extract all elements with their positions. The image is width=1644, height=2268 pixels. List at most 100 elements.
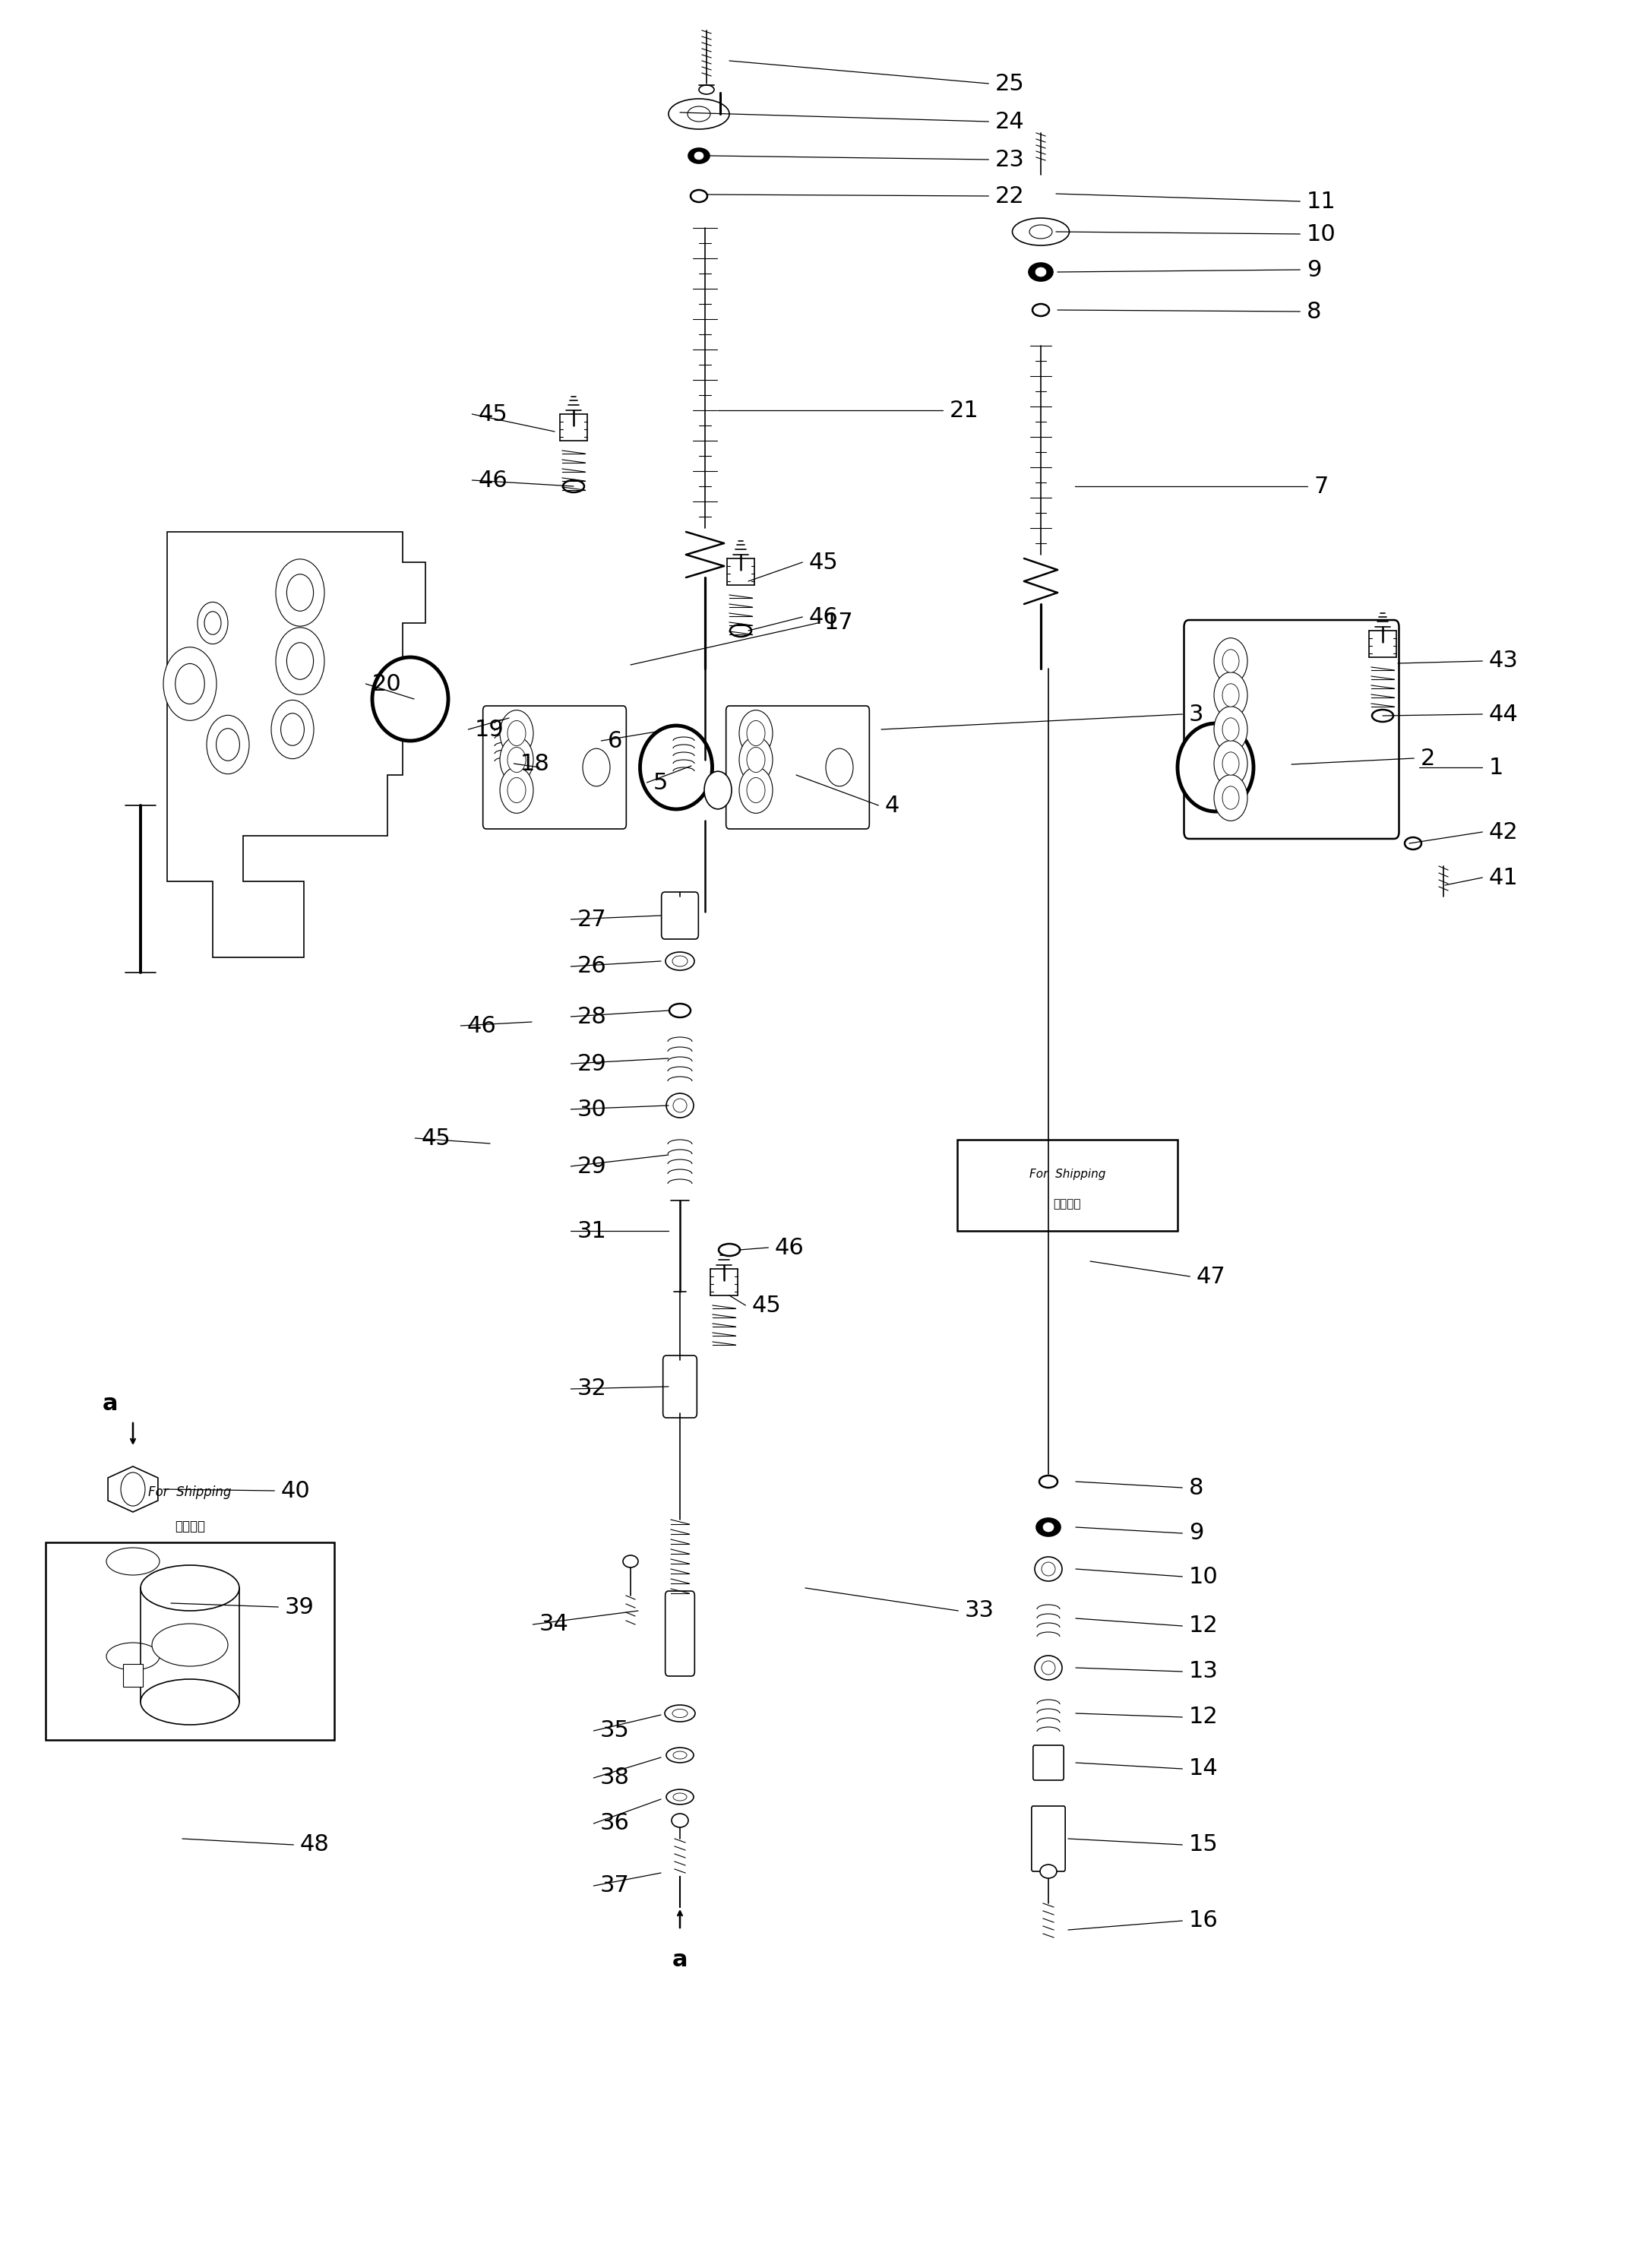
- Text: 48: 48: [301, 1835, 329, 1855]
- Circle shape: [508, 721, 526, 746]
- Text: 33: 33: [965, 1599, 995, 1622]
- Text: 24: 24: [995, 111, 1024, 132]
- Circle shape: [207, 714, 250, 773]
- Circle shape: [1213, 742, 1248, 787]
- Text: 32: 32: [577, 1379, 607, 1399]
- Text: 運搬部品: 運搬部品: [1054, 1198, 1082, 1211]
- Ellipse shape: [694, 152, 704, 159]
- Circle shape: [500, 737, 533, 782]
- Bar: [957, 1141, 1177, 1232]
- FancyBboxPatch shape: [1032, 1746, 1064, 1780]
- Circle shape: [271, 701, 314, 760]
- Text: 18: 18: [521, 753, 551, 776]
- Ellipse shape: [562, 481, 584, 492]
- Ellipse shape: [623, 1556, 638, 1567]
- Ellipse shape: [1032, 304, 1049, 315]
- Ellipse shape: [664, 1706, 695, 1721]
- Circle shape: [746, 778, 764, 803]
- Ellipse shape: [1029, 263, 1052, 281]
- Circle shape: [204, 612, 220, 635]
- Text: 42: 42: [1489, 821, 1519, 844]
- Ellipse shape: [672, 955, 687, 966]
- Text: 37: 37: [600, 1876, 630, 1896]
- Ellipse shape: [1029, 225, 1052, 238]
- Text: 27: 27: [577, 909, 607, 930]
- Ellipse shape: [666, 1789, 694, 1805]
- Ellipse shape: [1041, 1864, 1057, 1878]
- Text: a: a: [102, 1393, 118, 1415]
- Text: 45: 45: [809, 551, 838, 574]
- Text: 11: 11: [1307, 191, 1337, 213]
- Ellipse shape: [372, 658, 449, 742]
- Text: 36: 36: [600, 1812, 630, 1835]
- Text: 43: 43: [1489, 651, 1519, 671]
- Text: For  Shipping: For Shipping: [1029, 1168, 1105, 1179]
- Text: 29: 29: [577, 1052, 607, 1075]
- Text: 10: 10: [1189, 1565, 1218, 1588]
- FancyBboxPatch shape: [663, 1356, 697, 1418]
- Circle shape: [500, 767, 533, 814]
- Text: 8: 8: [1307, 299, 1322, 322]
- Ellipse shape: [672, 1794, 687, 1801]
- Text: 9: 9: [1189, 1522, 1203, 1545]
- Text: 28: 28: [577, 1005, 607, 1027]
- Ellipse shape: [640, 726, 712, 810]
- Text: 2: 2: [1420, 746, 1435, 769]
- Polygon shape: [109, 1467, 158, 1513]
- Text: 9: 9: [1307, 259, 1322, 281]
- FancyBboxPatch shape: [85, 1551, 179, 1662]
- Circle shape: [582, 748, 610, 787]
- Text: 15: 15: [1189, 1835, 1218, 1855]
- Circle shape: [197, 601, 229, 644]
- Text: 13: 13: [1189, 1660, 1218, 1683]
- Text: 7: 7: [1314, 476, 1328, 497]
- Polygon shape: [168, 533, 426, 957]
- Ellipse shape: [1042, 1563, 1055, 1576]
- Ellipse shape: [672, 1098, 687, 1111]
- Circle shape: [740, 737, 773, 782]
- Circle shape: [286, 642, 314, 680]
- Text: 40: 40: [281, 1479, 311, 1501]
- Text: 35: 35: [600, 1719, 630, 1742]
- Circle shape: [740, 710, 773, 755]
- Circle shape: [217, 728, 240, 760]
- Text: For  Shipping: For Shipping: [148, 1486, 232, 1499]
- Ellipse shape: [107, 1642, 159, 1669]
- Circle shape: [281, 712, 304, 746]
- Text: 14: 14: [1189, 1758, 1218, 1780]
- Text: 46: 46: [809, 606, 838, 628]
- Circle shape: [1213, 671, 1248, 719]
- Text: 26: 26: [577, 955, 607, 978]
- Ellipse shape: [140, 1678, 240, 1724]
- Circle shape: [740, 767, 773, 814]
- Ellipse shape: [687, 107, 710, 122]
- Ellipse shape: [1373, 710, 1394, 721]
- Circle shape: [176, 665, 204, 703]
- Circle shape: [276, 628, 324, 694]
- Text: 31: 31: [577, 1220, 607, 1243]
- Circle shape: [1223, 719, 1240, 742]
- Ellipse shape: [140, 1565, 240, 1610]
- Bar: [123, 1665, 143, 1687]
- Text: 44: 44: [1489, 703, 1519, 726]
- Ellipse shape: [1013, 218, 1069, 245]
- FancyBboxPatch shape: [1184, 619, 1399, 839]
- Circle shape: [704, 771, 732, 810]
- Text: 12: 12: [1189, 1615, 1218, 1637]
- Circle shape: [746, 721, 764, 746]
- Ellipse shape: [669, 100, 730, 129]
- Text: 21: 21: [950, 399, 980, 422]
- Text: 39: 39: [284, 1597, 314, 1617]
- Circle shape: [508, 778, 526, 803]
- Ellipse shape: [689, 147, 710, 163]
- FancyBboxPatch shape: [1031, 1805, 1065, 1871]
- Text: 46: 46: [774, 1236, 804, 1259]
- Text: 20: 20: [372, 674, 401, 694]
- Bar: [46, 1542, 334, 1740]
- Circle shape: [1213, 637, 1248, 685]
- Ellipse shape: [1036, 1517, 1060, 1535]
- Circle shape: [746, 746, 764, 773]
- Ellipse shape: [699, 86, 713, 95]
- FancyBboxPatch shape: [666, 1592, 695, 1676]
- Circle shape: [526, 748, 552, 787]
